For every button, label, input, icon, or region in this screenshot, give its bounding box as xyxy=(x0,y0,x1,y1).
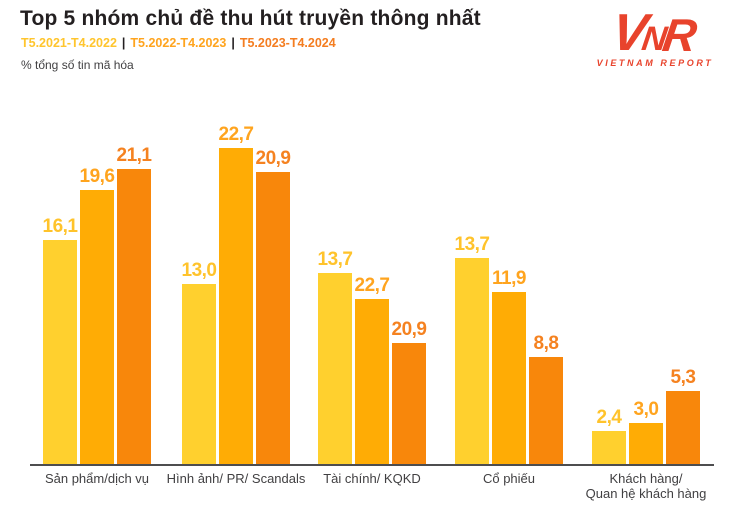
legend-item-1: T5.2021-T4.2022 xyxy=(21,36,117,50)
category-label-5: Khách hàng/Quan hệ khách hàng xyxy=(586,471,707,501)
category-label-line: Hình ảnh/ PR/ Scandals xyxy=(166,471,306,486)
bar-group4-series2 xyxy=(492,292,526,464)
legend-separator: | xyxy=(121,36,126,50)
bar-group1-series2 xyxy=(80,190,114,464)
category-label-3: Tài chính/ KQKD xyxy=(323,471,421,486)
bar-group5-series3 xyxy=(666,391,700,464)
bar-group1-series3 xyxy=(117,169,151,464)
value-label-group3-series1: 13,7 xyxy=(317,249,353,270)
bar-group2-series3 xyxy=(256,172,290,464)
legend-item-2: T5.2022-T4.2023 xyxy=(130,36,227,50)
logo-monogram: V N R xyxy=(591,4,720,62)
category-label-line: Tài chính/ KQKD xyxy=(323,471,421,486)
category-label-1: Sản phẩm/dịch vụ xyxy=(45,471,149,486)
logo-caption: VIETNAM REPORT xyxy=(596,58,714,68)
value-label-group4-series2: 11,9 xyxy=(492,268,526,289)
category-label-line: Khách hàng/ xyxy=(609,471,683,486)
category-label-2: Hình ảnh/ PR/ Scandals xyxy=(167,471,306,486)
bar-group3-series2 xyxy=(355,299,389,464)
bar-group2-series2 xyxy=(219,148,253,464)
bar-group3-series1 xyxy=(318,273,352,464)
value-label-group2-series3: 20,9 xyxy=(255,148,291,169)
x-axis-line xyxy=(30,464,714,466)
category-label-line: Cổ phiếu xyxy=(482,471,536,486)
bar-group5-series2 xyxy=(629,423,663,464)
legend-item-3: T5.2023-T4.2024 xyxy=(239,36,336,50)
logo-letter-r: R xyxy=(659,9,701,61)
value-label-group4-series1: 13,7 xyxy=(454,234,490,255)
bar-group3-series3 xyxy=(392,343,426,464)
category-label-line: Quan hệ khách hàng xyxy=(585,486,707,501)
value-label-group3-series3: 20,9 xyxy=(391,319,427,340)
bar-group4-series1 xyxy=(455,258,489,464)
value-label-group5-series1: 2,4 xyxy=(596,407,622,428)
value-label-group4-series3: 8,8 xyxy=(533,333,559,354)
legend-separator: | xyxy=(231,36,235,50)
value-label-group1-series3: 21,1 xyxy=(116,145,152,166)
bar-group1-series1 xyxy=(43,240,77,464)
value-label-group2-series1: 13,0 xyxy=(181,260,217,281)
value-label-group1-series1: 16,1 xyxy=(42,216,78,237)
value-label-group5-series2: 3,0 xyxy=(633,399,659,420)
bar-group4-series3 xyxy=(529,357,563,464)
value-label-group1-series2: 19,6 xyxy=(79,166,115,187)
bar-plot: 16,1 19,6 21,1 13,0 22,7 20,9 13,7 22,7 20,9 13,7… xyxy=(42,124,700,464)
bar-group2-series1 xyxy=(182,284,216,464)
chart-legend: T5.2021-T4.2022 | T5.2022-T4.2023 | T5.2023-… xyxy=(21,36,336,50)
value-label-group5-series3: 5,3 xyxy=(670,367,696,388)
category-label-line: Sản phẩm/dịch vụ xyxy=(44,471,150,486)
value-label-group3-series2: 22,7 xyxy=(354,275,390,296)
chart-title: Top 5 nhóm chủ đề thu hút truyền thông n… xyxy=(20,7,481,30)
bar-group5-series1 xyxy=(592,431,626,464)
chart-subtitle: % tổng số tin mã hóa xyxy=(21,58,134,72)
vnr-logo: V N R VIETNAM REPORT xyxy=(594,4,716,68)
category-label-4: Cổ phiếu xyxy=(483,471,535,486)
value-label-group2-series2: 22,7 xyxy=(218,124,254,145)
